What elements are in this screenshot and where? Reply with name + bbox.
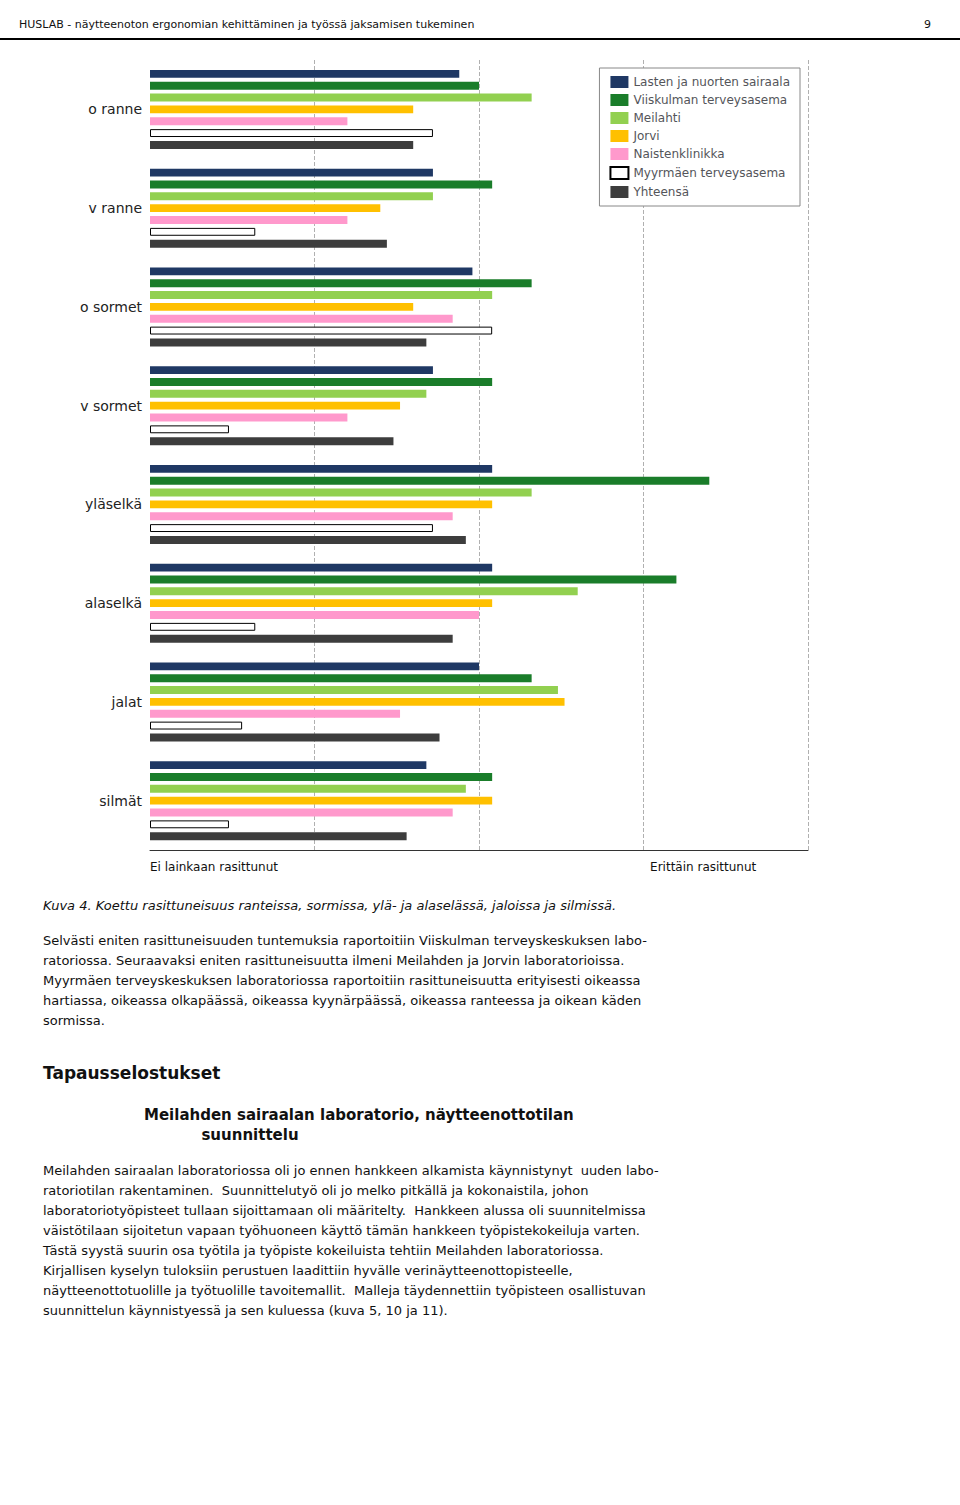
svg-text:v ranne: v ranne [89, 200, 142, 216]
svg-text:suunnittelu: suunnittelu [144, 1126, 299, 1144]
svg-text:ratoriotilan rakentaminen. Su: ratoriotilan rakentaminen. Suunnitteluty… [43, 1183, 588, 1198]
svg-text:Myyrmäen terveyskeskuksen labo: Myyrmäen terveyskeskuksen laboratoriossa… [43, 973, 640, 988]
svg-text:alaselkä: alaselkä [85, 595, 142, 611]
svg-text:o ranne: o ranne [88, 101, 142, 117]
svg-text:Myyrmäen terveysasema: Myyrmäen terveysasema [633, 166, 785, 180]
svg-text:Erittäin rasittunut: Erittäin rasittunut [650, 860, 756, 874]
svg-text:Tästä syystä suurin osa työtil: Tästä syystä suurin osa työtila ja työpi… [42, 1243, 604, 1258]
svg-text:jalat: jalat [111, 694, 143, 710]
svg-text:Selvästi eniten rasittuneisuud: Selvästi eniten rasittuneisuuden tuntemu… [43, 933, 647, 948]
svg-text:Meilahden sairaalan laboratori: Meilahden sairaalan laboratoriossa oli j… [43, 1163, 659, 1178]
svg-text:Kuva 4. Koettu rasittuneisuus: Kuva 4. Koettu rasittuneisuus ranteissa,… [43, 898, 616, 913]
svg-text:sormissa.: sormissa. [43, 1013, 105, 1028]
svg-text:laboratoriotyöpisteet tullaan: laboratoriotyöpisteet tullaan sijoittama… [43, 1203, 646, 1218]
svg-text:Jorvi: Jorvi [632, 129, 659, 143]
svg-text:silmät: silmät [99, 793, 142, 809]
svg-text:Naistenklinikka: Naistenklinikka [633, 147, 724, 161]
svg-text:9: 9 [924, 18, 931, 31]
svg-text:Yhteensä: Yhteensä [632, 185, 689, 199]
svg-text:väistötilaan sijoitetun vapaan: väistötilaan sijoitetun vapaan työhuonee… [43, 1223, 640, 1238]
svg-text:Tapausselostukset: Tapausselostukset [43, 1063, 220, 1083]
svg-text:Kirjallisen kyselyn tuloksiin: Kirjallisen kyselyn tuloksiin perustuen … [43, 1263, 573, 1278]
svg-text:Viiskulman terveysasema: Viiskulman terveysasema [633, 93, 787, 107]
svg-text:o sormet: o sormet [80, 299, 143, 315]
svg-text:ratoriossa. Seuraavaksi eniten: ratoriossa. Seuraavaksi eniten rasittune… [43, 953, 624, 968]
svg-text:Ei lainkaan rasittunut: Ei lainkaan rasittunut [150, 860, 278, 874]
svg-text:HUSLAB - näytteenoton ergonomi: HUSLAB - näytteenoton ergonomian kehittä… [19, 18, 474, 31]
svg-text:näytteenottotuolille ja työtuo: näytteenottotuolille ja työtuolille tavo… [43, 1283, 646, 1298]
svg-text:suunnittelun käynnistyessä ja: suunnittelun käynnistyessä ja sen kulues… [43, 1303, 448, 1318]
svg-text:Meilahden sairaalan laboratori: Meilahden sairaalan laboratorio, näyttee… [144, 1106, 574, 1124]
svg-text:hartiassa, oikeassa olkapäässä: hartiassa, oikeassa olkapäässä, oikeassa… [43, 993, 641, 1008]
svg-text:Lasten ja nuorten sairaala: Lasten ja nuorten sairaala [633, 75, 790, 89]
svg-text:v sormet: v sormet [80, 398, 142, 414]
svg-text:yläselkä: yläselkä [85, 496, 142, 512]
svg-text:Meilahti: Meilahti [633, 111, 680, 125]
